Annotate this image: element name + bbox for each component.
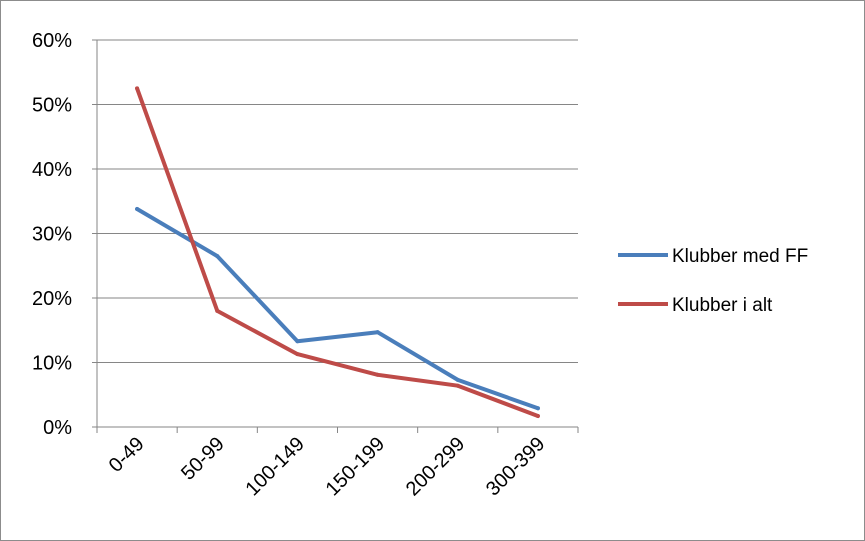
x-tick-label: 100-149 [241, 433, 308, 500]
data-point [375, 372, 380, 377]
data-point [535, 406, 540, 411]
y-tick-label: 20% [32, 288, 72, 310]
data-point [455, 377, 460, 382]
data-point [215, 254, 220, 259]
series-line [135, 207, 540, 411]
y-tick-label: 0% [43, 417, 72, 439]
y-tick-label: 50% [32, 95, 72, 117]
legend-label: Klubber med FF [672, 246, 808, 267]
data-point [215, 308, 220, 313]
x-tick-label: 0-49 [105, 433, 149, 477]
gridlines [92, 39, 578, 428]
y-tick-label: 60% [32, 30, 72, 52]
data-point [455, 383, 460, 388]
data-point [135, 206, 140, 211]
data-point [295, 339, 300, 344]
series-lines [135, 86, 540, 419]
y-tick-label: 10% [32, 353, 72, 375]
data-point [375, 330, 380, 335]
x-tick-label: 200-299 [402, 433, 469, 500]
x-tick-label: 150-199 [322, 433, 389, 500]
x-tick-label: 50-99 [177, 433, 229, 485]
data-point [295, 352, 300, 357]
y-axis-tick-labels: 0% 10% 20% 30% 40% 50% 60% [32, 30, 72, 439]
y-tick-label: 30% [32, 224, 72, 246]
x-axis-tick-labels: 0-49 50-99 100-149 150-199 200-299 300-399 [96, 427, 579, 500]
series-line [135, 86, 540, 418]
data-point [535, 414, 540, 419]
legend: Klubber med FF Klubber i alt [618, 246, 808, 316]
data-point [135, 86, 140, 91]
legend-label: Klubber i alt [672, 295, 773, 316]
x-tick-label: 300-399 [482, 433, 549, 500]
y-tick-label: 40% [32, 159, 72, 181]
